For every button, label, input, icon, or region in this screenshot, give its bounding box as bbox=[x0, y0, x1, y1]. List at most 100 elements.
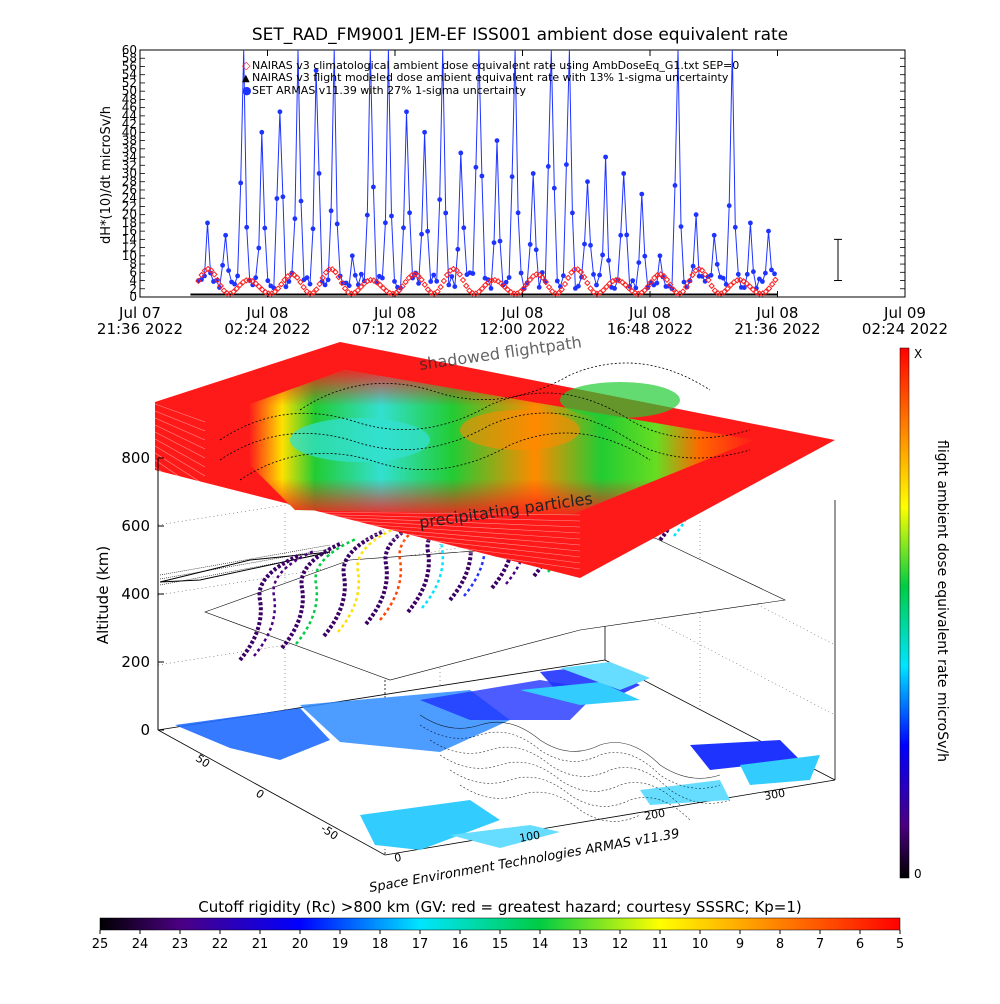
longitude-tick-label: 300 bbox=[763, 787, 786, 803]
series-armas-point bbox=[744, 271, 750, 277]
series-nairas-point bbox=[609, 277, 617, 285]
surface-layer-line bbox=[154, 410, 206, 432]
longitude-tick-label: 0 bbox=[393, 851, 402, 865]
series-armas-point bbox=[310, 226, 316, 232]
rigidity-tick-label: 6 bbox=[856, 937, 864, 952]
series-nairas-point bbox=[322, 269, 330, 276]
series-nairas-point bbox=[558, 286, 566, 293]
series-nairas-point bbox=[443, 271, 451, 279]
series-nairas-point bbox=[552, 290, 559, 297]
y-tick-label: 16 bbox=[122, 224, 137, 238]
series-nairas-point bbox=[596, 289, 604, 297]
series-armas-point bbox=[636, 260, 642, 265]
series-nairas-point bbox=[517, 288, 524, 295]
series-armas-point bbox=[232, 281, 238, 287]
series-nairas-point bbox=[380, 284, 387, 292]
rigidity-tick-label: 16 bbox=[452, 937, 469, 952]
series-armas-point bbox=[497, 238, 503, 244]
series-armas-point bbox=[316, 171, 322, 176]
series-nairas-point bbox=[354, 287, 362, 294]
surface-layer-line bbox=[299, 521, 581, 546]
series-armas-point bbox=[494, 138, 500, 144]
series-nairas-point bbox=[469, 290, 476, 297]
series-nairas-point bbox=[313, 286, 320, 293]
altitude-tick-label: 0 bbox=[140, 721, 150, 739]
series-armas-point bbox=[371, 184, 376, 190]
series-nairas-point bbox=[338, 279, 346, 287]
y-tick-label: 32 bbox=[122, 158, 137, 172]
series-nairas-point bbox=[663, 276, 671, 283]
flight-track-segment bbox=[406, 505, 469, 614]
rigidity-tick-label: 23 bbox=[172, 937, 189, 952]
flight-track-segment bbox=[322, 529, 385, 638]
series-nairas-point bbox=[341, 285, 349, 292]
series-nairas-point bbox=[631, 289, 639, 297]
rigidity-tick-label: 21 bbox=[252, 937, 269, 952]
longitude-tick-label: 100 bbox=[518, 829, 541, 845]
series-nairas-point bbox=[520, 285, 527, 292]
x-tick-label-date: Jul 08 bbox=[246, 304, 289, 322]
series-armas-point bbox=[235, 273, 241, 279]
series-armas-point bbox=[491, 240, 497, 246]
altitude-tick-label: 400 bbox=[121, 585, 150, 603]
series-nairas-point bbox=[274, 285, 282, 292]
series-armas-point bbox=[431, 272, 437, 278]
series-armas-point bbox=[455, 246, 461, 252]
series-armas-point bbox=[313, 68, 319, 73]
y-tick-label: 2 bbox=[129, 282, 137, 296]
flight-track-segment bbox=[238, 553, 301, 662]
series-armas-point bbox=[645, 285, 651, 291]
series-armas-point bbox=[283, 284, 289, 290]
surface-layer-line bbox=[154, 431, 206, 459]
series-armas-point bbox=[624, 232, 630, 238]
series-nairas-point bbox=[587, 285, 594, 292]
series-armas-point bbox=[383, 220, 388, 226]
rigidity-tick-label: 22 bbox=[212, 937, 229, 952]
series-nairas-point bbox=[689, 271, 696, 279]
series-armas-point bbox=[398, 285, 403, 291]
series-nairas-point bbox=[236, 281, 244, 289]
bottom-colorbar: Cutoff rigidity (Rc) >800 km (GV: red = … bbox=[92, 898, 904, 952]
series-nairas-point bbox=[316, 280, 323, 288]
series-armas-point bbox=[630, 278, 636, 283]
rigidity-tick-label: 24 bbox=[132, 937, 149, 952]
altitude-axis: 0 200 400 600 800 Altitude (km) bbox=[94, 449, 164, 739]
series-armas-point bbox=[545, 164, 551, 169]
series-armas-point bbox=[458, 150, 464, 156]
series-nairas-point bbox=[561, 280, 569, 288]
series-nairas-point bbox=[230, 288, 237, 295]
series-nairas-point bbox=[603, 283, 610, 291]
y-tick-label: 34 bbox=[122, 150, 137, 164]
series-nairas-point bbox=[571, 266, 578, 273]
series-armas-point bbox=[401, 225, 406, 231]
series-armas-point bbox=[443, 210, 449, 216]
rigidity-tick-label: 10 bbox=[692, 937, 709, 952]
series-armas-point bbox=[473, 164, 479, 170]
series-armas-point bbox=[479, 173, 485, 179]
series-armas-point bbox=[349, 253, 355, 259]
series-nairas-point bbox=[427, 289, 435, 297]
surface-layer-line bbox=[299, 515, 581, 528]
series-nairas-point bbox=[459, 276, 467, 284]
series-nairas-point bbox=[294, 274, 301, 281]
series-nairas-point bbox=[325, 266, 333, 273]
surface-layer-line bbox=[154, 459, 206, 495]
series-nairas-point bbox=[396, 287, 403, 294]
series-nairas-point bbox=[351, 289, 358, 297]
series-armas-point bbox=[274, 196, 280, 201]
series-nairas-point bbox=[765, 285, 773, 292]
series-armas-point bbox=[346, 283, 352, 289]
series-nairas-point bbox=[593, 290, 601, 297]
y-tick-label: 36 bbox=[122, 142, 137, 156]
series-nairas-point bbox=[768, 281, 776, 288]
surface-layer-line bbox=[299, 529, 581, 570]
y-tick-label: 48 bbox=[122, 92, 137, 106]
series-armas-point bbox=[732, 224, 738, 230]
rigidity-scale bbox=[99, 917, 901, 931]
series-armas-point bbox=[726, 203, 732, 209]
series-armas-point bbox=[470, 271, 476, 276]
x-tick-label-time: 07:12 2022 bbox=[352, 320, 438, 338]
series-nairas-point bbox=[746, 283, 754, 290]
series-armas-point bbox=[488, 286, 494, 291]
rigidity-tick-label: 20 bbox=[292, 937, 309, 952]
